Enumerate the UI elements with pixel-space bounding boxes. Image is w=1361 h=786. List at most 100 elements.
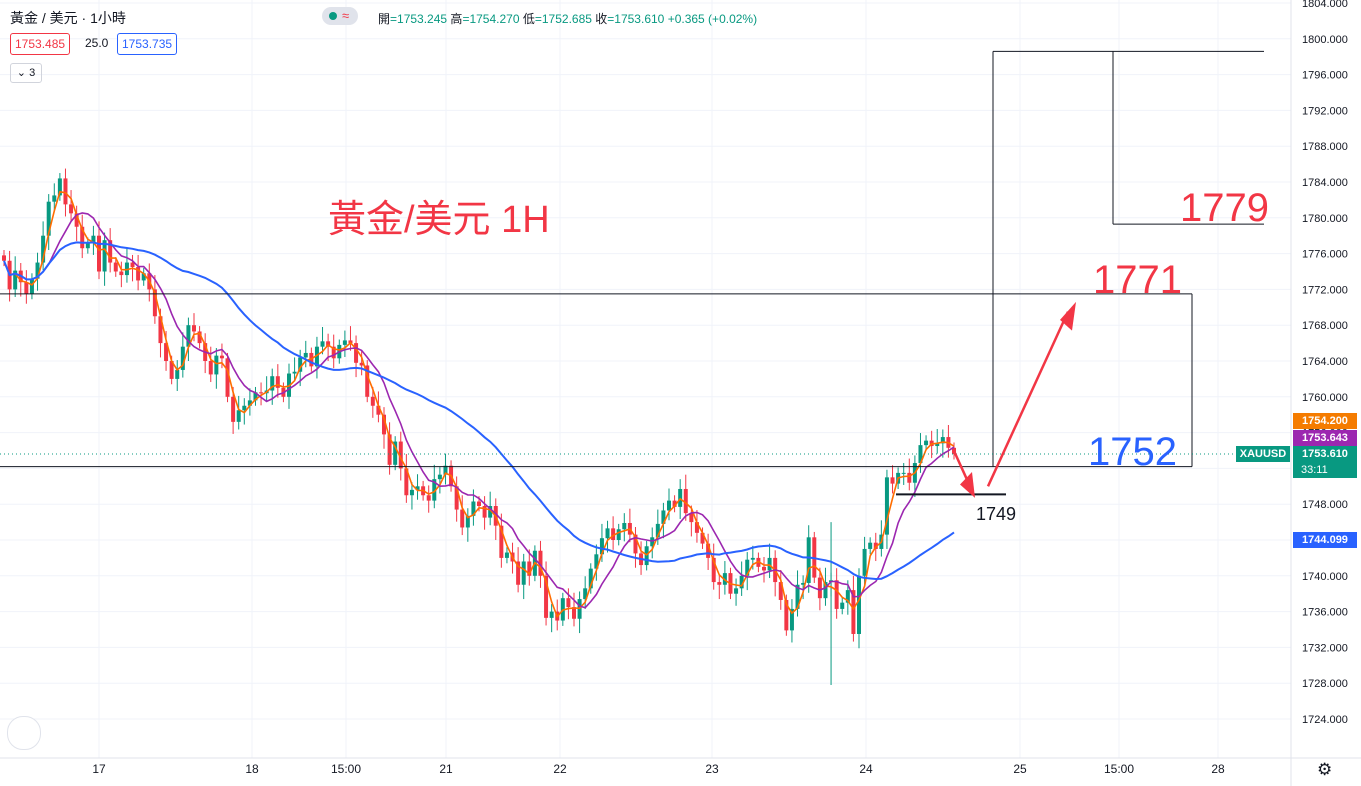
- candle-up: [521, 561, 526, 585]
- candle-down: [259, 392, 264, 394]
- moving-averages-layer: [3, 190, 955, 619]
- candle-down: [817, 577, 822, 599]
- y-tick-label: 1732.000: [1302, 642, 1348, 654]
- candle-down: [192, 325, 196, 332]
- scroll-circle-button[interactable]: [7, 716, 41, 750]
- candle-up: [471, 501, 476, 516]
- candle-up: [924, 440, 929, 446]
- close-value: =1753.610: [607, 12, 665, 26]
- x-tick-label: 28: [1211, 762, 1225, 776]
- y-tick-label: 1788.000: [1302, 141, 1348, 153]
- candle-up: [242, 405, 247, 411]
- candle-up: [840, 602, 845, 609]
- buy-price-button[interactable]: 1753.735: [117, 33, 178, 55]
- candle-up: [599, 538, 604, 555]
- pill-wave: ≈: [342, 8, 350, 23]
- ohlc-readout: 開=1753.245 高=1754.270 低=1752.685 收=1753.…: [378, 10, 757, 27]
- candle-up: [488, 505, 493, 518]
- candle-down: [398, 441, 403, 469]
- candles-layer: [2, 168, 956, 685]
- y-tick-label: 1768.000: [1302, 320, 1348, 332]
- y-tick-label: 1772.000: [1302, 284, 1348, 296]
- candle-down: [69, 204, 74, 214]
- y-tick-label: 1724.000: [1302, 714, 1348, 726]
- candle-up: [437, 474, 442, 480]
- y-tick-label: 1760.000: [1302, 392, 1348, 404]
- candle-down: [516, 561, 521, 585]
- candle-down: [359, 362, 364, 366]
- indicators-toggle[interactable]: ⌄ 3: [10, 63, 42, 83]
- x-tick-label: 21: [439, 762, 453, 776]
- low-value: =1752.685: [534, 12, 592, 26]
- candle-down: [376, 405, 381, 415]
- symbol-title[interactable]: 黃金 / 美元 · 1小時: [10, 10, 126, 26]
- candle-down: [404, 468, 409, 496]
- candle-up: [734, 588, 739, 594]
- candle-down: [365, 365, 370, 397]
- x-tick-label: 23: [705, 762, 719, 776]
- candle-up: [605, 528, 610, 539]
- down-arrow-shaft: [951, 448, 970, 483]
- candle-down: [208, 361, 213, 375]
- candle-down: [63, 178, 68, 205]
- candle-down: [711, 557, 716, 583]
- open-value: =1753.245: [390, 12, 448, 26]
- candle-down: [611, 528, 616, 540]
- y-tick-label: 1740.000: [1302, 571, 1348, 583]
- candle-up: [247, 400, 252, 406]
- candle-up: [940, 437, 945, 444]
- candle-down: [778, 582, 783, 600]
- market-status-pill[interactable]: ≈: [322, 7, 358, 25]
- candle-up: [789, 608, 794, 631]
- ma-mid-line: [14, 212, 955, 609]
- candle-up: [91, 235, 96, 243]
- candle-down: [387, 434, 392, 465]
- candle-up: [801, 582, 806, 585]
- candle-up: [622, 522, 627, 530]
- candle-up: [415, 486, 420, 490]
- label-1752: 1752: [1088, 430, 1177, 474]
- chart-grid: [0, 0, 1291, 758]
- candle-up: [409, 489, 414, 496]
- candle-up: [175, 369, 180, 379]
- candle-up: [320, 341, 325, 347]
- candle-down: [873, 542, 878, 549]
- y-tick-label: 1800.000: [1302, 34, 1348, 46]
- candle-down: [538, 550, 543, 576]
- candle-up: [655, 523, 660, 538]
- candle-up: [750, 557, 755, 560]
- candle-down: [169, 361, 174, 379]
- gear-icon[interactable]: ⚙: [1317, 760, 1333, 779]
- candle-down: [219, 355, 224, 359]
- candle-up: [443, 465, 448, 475]
- candle-down: [152, 289, 157, 317]
- candle-down: [482, 505, 487, 518]
- y-tick-label: 1748.000: [1302, 499, 1348, 511]
- y-tick-label: 1776.000: [1302, 249, 1348, 261]
- candle-down: [572, 607, 576, 619]
- change-value: +0.365 (+0.02%): [667, 12, 758, 26]
- candle-down: [683, 488, 688, 514]
- candle-up: [141, 273, 146, 281]
- candle-down: [834, 580, 839, 609]
- ma-mid-price-tag: 1753.643: [1293, 430, 1357, 446]
- candle-up: [583, 588, 588, 600]
- candle-down: [700, 532, 705, 544]
- candle-down: [499, 525, 504, 558]
- sell-price-button[interactable]: 1753.485: [10, 33, 71, 55]
- x-tick-label: 17: [92, 762, 106, 776]
- x-tick-label: 15:00: [331, 762, 361, 776]
- up-arrow-shaft: [986, 311, 1070, 487]
- high-value: =1754.270: [462, 12, 520, 26]
- candle-down: [74, 213, 79, 227]
- candle-down: [225, 358, 230, 397]
- x-tick-label: 25: [1013, 762, 1027, 776]
- y-tick-label: 1728.000: [1302, 678, 1348, 690]
- candle-up: [868, 542, 873, 549]
- candle-down: [566, 598, 571, 608]
- candle-down: [382, 414, 386, 435]
- annotations-layer: 1752 1749 1771 1779: [0, 50, 1291, 524]
- candle-up: [314, 346, 319, 367]
- candle-down: [544, 575, 549, 618]
